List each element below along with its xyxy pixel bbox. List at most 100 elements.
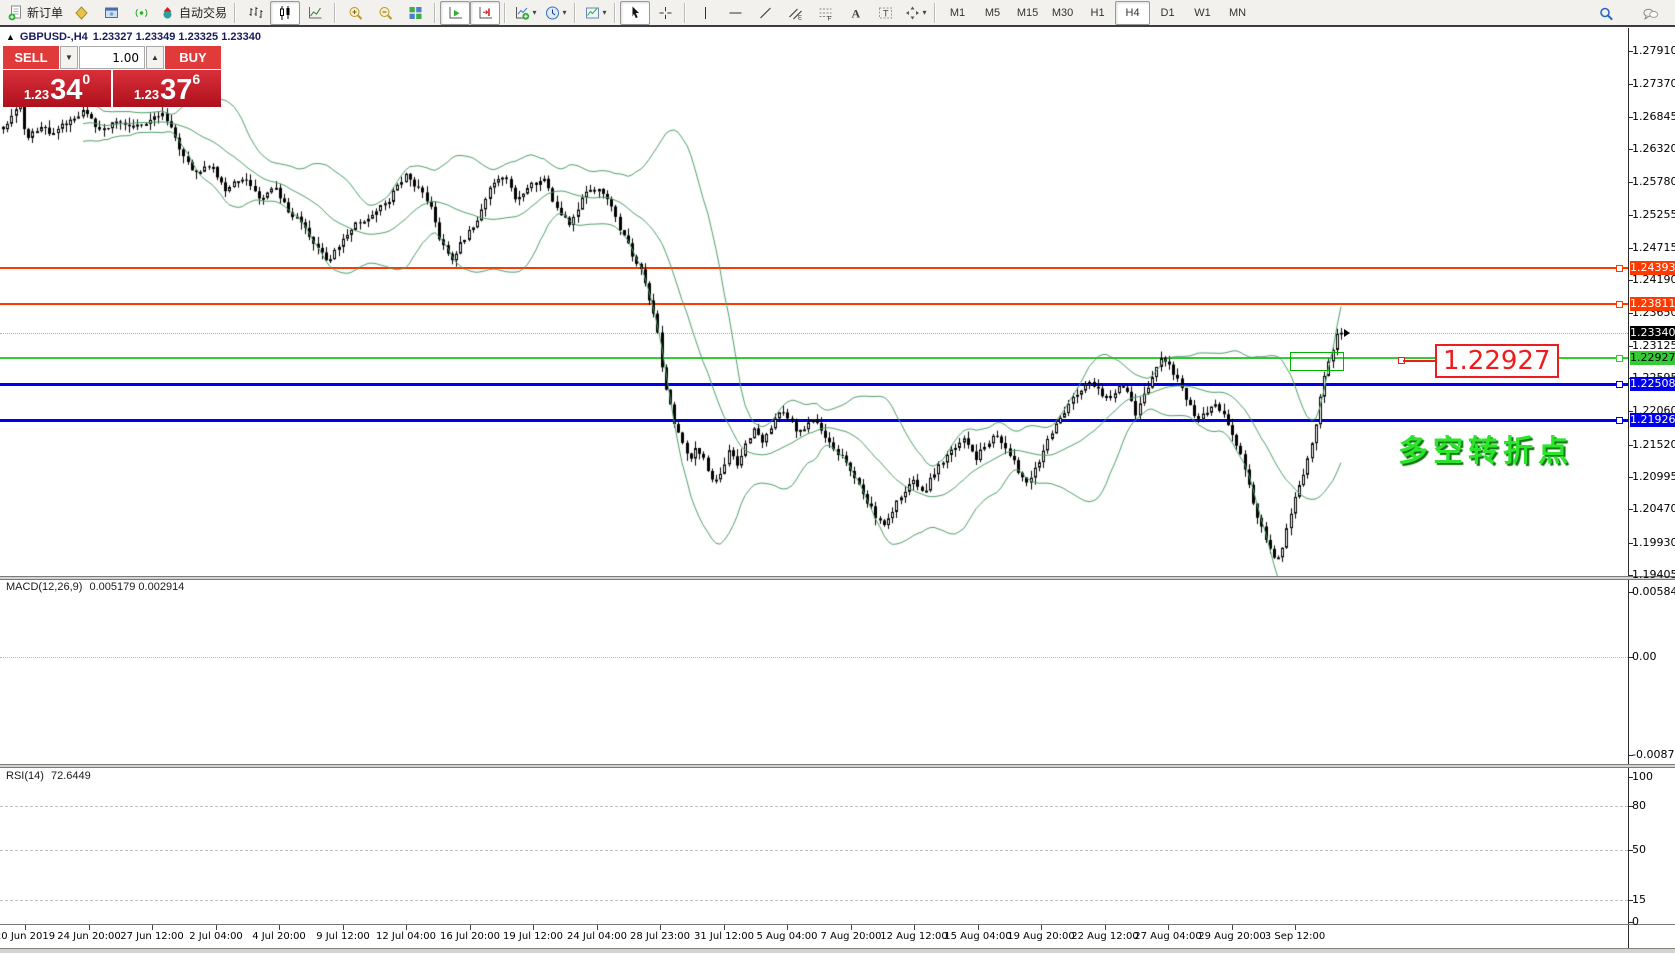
- resistance-line-2-price-label[interactable]: 1.23811: [1630, 297, 1675, 311]
- time-axis-splitter: [0, 924, 1675, 925]
- terminal-button[interactable]: [96, 1, 126, 25]
- signals-button[interactable]: [126, 1, 156, 25]
- svg-text:E: E: [798, 15, 802, 21]
- timeframe-button-m15[interactable]: M15: [1016, 6, 1039, 19]
- templates-button[interactable]: ▾: [580, 1, 610, 25]
- callout-connector-line: [1403, 360, 1435, 362]
- crosshair-button[interactable]: [650, 1, 680, 25]
- trendline-button[interactable]: [750, 1, 780, 25]
- timeframe-button-m1[interactable]: M1: [949, 6, 966, 19]
- new-order-button[interactable]: 新订单: [4, 1, 66, 25]
- autoscroll-icon: [447, 5, 464, 21]
- dropdown-caret-icon[interactable]: ▾: [532, 8, 537, 17]
- time-axis-tick: [1232, 925, 1233, 930]
- time-axis-label[interactable]: 20 Jun 2019: [0, 931, 56, 942]
- search-button[interactable]: [1591, 2, 1621, 26]
- profile-button[interactable]: [66, 1, 96, 25]
- horizontal-line-button[interactable]: [720, 1, 750, 25]
- timeframe-button-m30[interactable]: M30: [1051, 6, 1074, 19]
- zoom-out-button[interactable]: [370, 1, 400, 25]
- line-chart-button[interactable]: [300, 1, 330, 25]
- buy-price-display[interactable]: 1.23 37 6: [113, 70, 221, 107]
- zoom-in-button[interactable]: [340, 1, 370, 25]
- collapse-icon[interactable]: ▲: [6, 32, 15, 42]
- fibonacci-button[interactable]: F: [810, 1, 840, 25]
- rsi-axis-tick: [1628, 806, 1633, 807]
- time-axis-tick: [1041, 925, 1042, 930]
- pivot-line-green-price-label[interactable]: 1.22927: [1630, 351, 1675, 365]
- candle-chart-button[interactable]: [270, 0, 301, 25]
- time-axis-label[interactable]: 12 Aug 12:00: [880, 931, 948, 942]
- chart-shift-button[interactable]: [470, 0, 501, 25]
- cursor-button[interactable]: [620, 0, 651, 25]
- time-axis-tick: [724, 925, 725, 930]
- dropdown-caret-icon[interactable]: ▾: [562, 8, 567, 17]
- arrows-button[interactable]: ▾: [900, 1, 930, 25]
- new-order-button-label: 新订单: [27, 6, 64, 20]
- time-axis-label[interactable]: 16 Jul 20:00: [440, 931, 500, 942]
- time-axis-label[interactable]: 3 Sep 12:00: [1264, 931, 1326, 942]
- resistance-line-1-price-label[interactable]: 1.24393: [1630, 261, 1675, 275]
- text-button[interactable]: A: [840, 1, 870, 25]
- time-axis-label[interactable]: 22 Aug 12:00: [1071, 931, 1139, 942]
- time-axis-label[interactable]: 27 Aug 04:00: [1134, 931, 1202, 942]
- channel-icon: E: [787, 5, 804, 21]
- dropdown-caret-icon[interactable]: ▾: [922, 8, 927, 17]
- time-axis-label[interactable]: 5 Aug 04:00: [756, 931, 818, 942]
- time-axis-label[interactable]: 19 Jul 12:00: [503, 931, 563, 942]
- vertical-line-button[interactable]: [690, 1, 720, 25]
- timeframe-button-h4[interactable]: H4: [1115, 0, 1151, 25]
- volume-input[interactable]: 1.00: [79, 46, 145, 69]
- cn-annotation-text[interactable]: 多空转折点: [1398, 435, 1573, 468]
- volume-increase-button[interactable]: ▲: [146, 46, 164, 69]
- time-axis-label[interactable]: 15 Aug 04:00: [944, 931, 1012, 942]
- timeframe-button-w1[interactable]: W1: [1194, 6, 1211, 19]
- shiftend-icon: [477, 5, 494, 21]
- auto-scroll-button[interactable]: [440, 0, 471, 25]
- time-axis-tick: [343, 925, 344, 930]
- time-axis-label[interactable]: 12 Jul 04:00: [376, 931, 436, 942]
- time-axis-label[interactable]: 29 Aug 20:00: [1198, 931, 1266, 942]
- macd-axis-label: 0.00: [1632, 650, 1657, 663]
- price-callout-box[interactable]: 1.22927: [1435, 344, 1559, 378]
- price-axis-tick: [1628, 248, 1633, 249]
- rsi-axis-label: 15: [1632, 893, 1646, 906]
- support-line-1-price-label[interactable]: 1.22508: [1630, 377, 1675, 391]
- sell-button[interactable]: SELL: [3, 46, 59, 69]
- macd-axis-tick: [1628, 755, 1633, 756]
- autotrade-button[interactable]: 自动交易: [156, 1, 230, 25]
- time-axis-label[interactable]: 4 Jul 20:00: [252, 931, 306, 942]
- channel-button[interactable]: E: [780, 1, 810, 25]
- text-label-button[interactable]: T: [870, 1, 900, 25]
- time-axis-label[interactable]: 2 Jul 04:00: [189, 931, 243, 942]
- time-axis-label[interactable]: 24 Jun 20:00: [57, 931, 121, 942]
- rsi-pane-splitter[interactable]: [0, 764, 1675, 768]
- buy-button[interactable]: BUY: [165, 46, 221, 69]
- timeframe-button-h1[interactable]: H1: [1090, 6, 1105, 19]
- sell-price-display[interactable]: 1.23 34 0: [3, 70, 111, 107]
- time-axis-label[interactable]: 7 Aug 20:00: [820, 931, 882, 942]
- volume-decrease-button[interactable]: ▼: [60, 46, 78, 69]
- time-axis-label[interactable]: 9 Jul 12:00: [316, 931, 370, 942]
- timeframe-button-d1[interactable]: D1: [1160, 6, 1175, 19]
- time-axis-label[interactable]: 19 Aug 20:00: [1007, 931, 1075, 942]
- time-axis-label[interactable]: 28 Jul 23:00: [630, 931, 690, 942]
- chat-button[interactable]: [1635, 2, 1665, 26]
- price-axis-tick: [1628, 280, 1633, 281]
- time-axis-label[interactable]: 24 Jul 04:00: [567, 931, 627, 942]
- bar-chart-button[interactable]: [240, 1, 270, 25]
- indicators-button[interactable]: ▾: [510, 1, 540, 25]
- macd-pane-splitter[interactable]: [0, 576, 1675, 580]
- support-line-2-price-label[interactable]: 1.21926: [1630, 413, 1675, 427]
- periods-button[interactable]: ▾: [540, 1, 570, 25]
- green-rectangle-object[interactable]: [1290, 352, 1344, 371]
- time-axis-label[interactable]: 27 Jun 12:00: [120, 931, 184, 942]
- sell-price-prefix: 1.23: [23, 87, 50, 102]
- timeframe-button-m5[interactable]: M5: [984, 6, 1001, 19]
- tile-windows-button[interactable]: [400, 1, 430, 25]
- symbol-title: GBPUSD-,H4: [19, 31, 88, 43]
- dropdown-caret-icon[interactable]: ▾: [602, 8, 607, 17]
- time-axis-label[interactable]: 31 Jul 12:00: [694, 931, 754, 942]
- timeframe-button-mn[interactable]: MN: [1228, 6, 1247, 19]
